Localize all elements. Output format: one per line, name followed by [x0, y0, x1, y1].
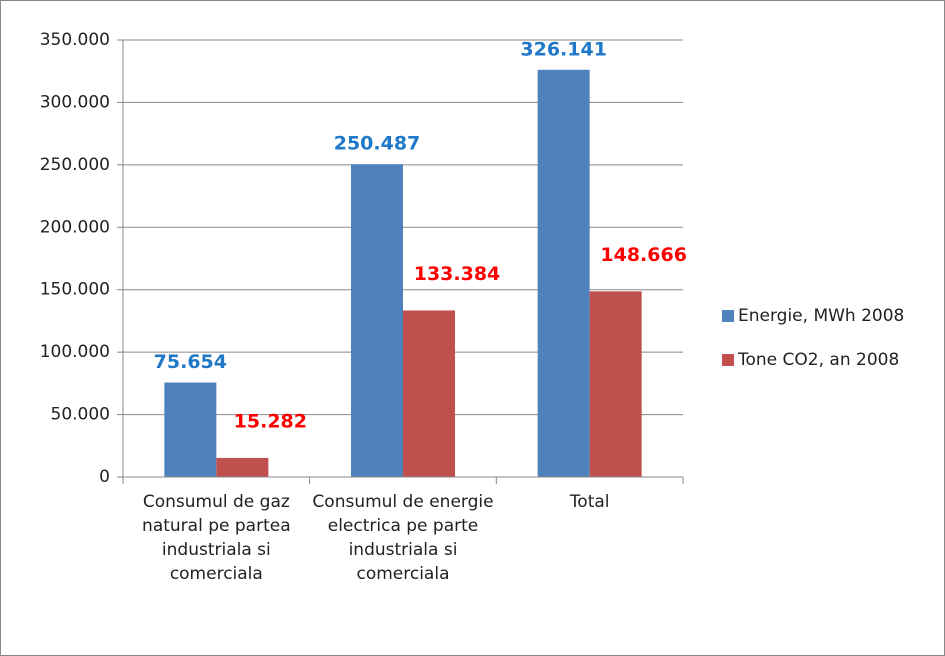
bar [216, 457, 269, 477]
value-label: 148.666 [600, 244, 687, 266]
value-label: 75.654 [154, 351, 227, 373]
x-tick-label: Consumul de energie electrica pe parte i… [312, 492, 494, 584]
bar [537, 69, 590, 477]
y-tick-label: 100.000 [40, 342, 110, 362]
bar [589, 291, 642, 477]
bar [164, 382, 217, 477]
y-tick-label: 250.000 [40, 155, 110, 175]
bar [403, 310, 455, 477]
y-tick-label: 350.000 [40, 30, 110, 50]
legend-label: Tone CO2, an 2008 [737, 350, 899, 370]
value-label: 326.141 [520, 38, 607, 60]
legend-label: Energie, MWh 2008 [738, 306, 904, 326]
y-tick-label: 150.000 [40, 280, 110, 300]
y-tick-label: 200.000 [40, 217, 110, 237]
y-tick-label: 0 [99, 467, 110, 487]
y-tick-label: 50.000 [51, 405, 110, 425]
legend-swatch [722, 354, 734, 366]
x-tick-label: Total [569, 492, 610, 512]
value-label: 133.384 [414, 263, 501, 285]
bar [351, 164, 403, 477]
value-label: 250.487 [334, 133, 421, 155]
value-label: 15.282 [234, 410, 307, 432]
y-tick-label: 300.000 [40, 92, 110, 112]
legend-swatch [722, 310, 734, 322]
x-tick-label: Consumul de gaz natural pe partea indust… [142, 492, 291, 584]
